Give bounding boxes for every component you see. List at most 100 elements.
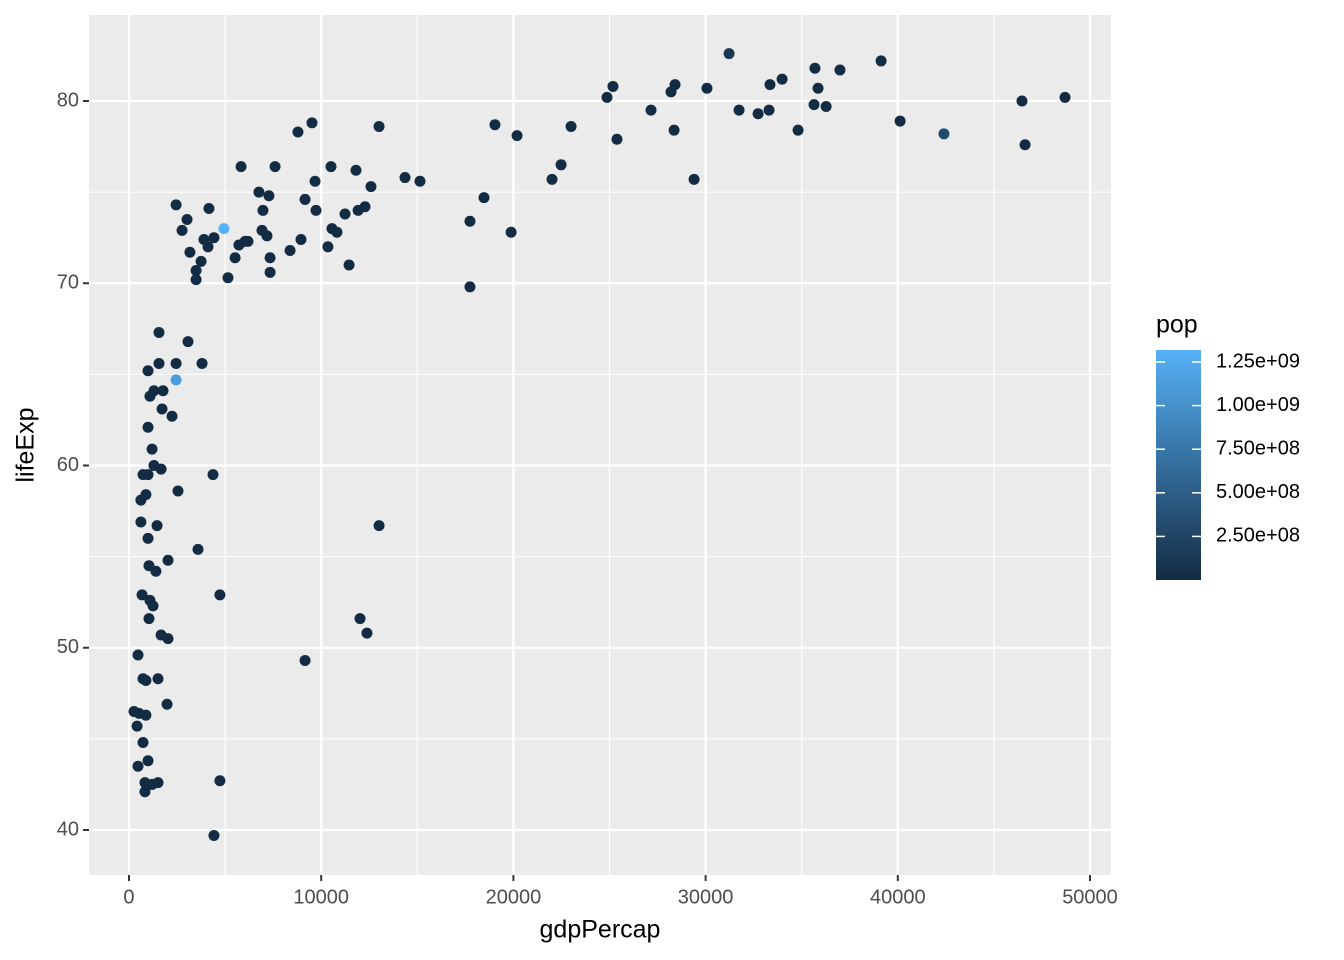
point [264,266,276,278]
y-tick-label: 80 [57,89,79,111]
point [834,64,846,76]
point [723,48,735,60]
y-tick-label: 40 [57,818,79,840]
point [295,234,307,246]
point [135,494,147,506]
point [208,829,220,841]
point [284,244,296,256]
point [137,737,149,749]
point [153,357,165,369]
point [812,82,824,94]
point [399,172,411,184]
point [184,246,196,258]
point [192,543,204,555]
point [764,79,776,91]
point [132,760,144,772]
point [162,554,174,566]
y-tick-label: 70 [57,272,79,294]
point [139,786,151,798]
point [162,633,174,645]
point [1016,95,1028,107]
point [511,130,523,142]
point [131,720,143,732]
point [136,589,148,601]
point [601,91,613,103]
point [242,235,254,247]
point [142,755,154,767]
plot-panel [89,15,1111,875]
point [257,204,269,216]
point [478,192,490,204]
colorbar-label: 2.50e+08 [1216,525,1300,547]
colorbar-label: 5.00e+08 [1216,481,1300,503]
point [208,232,220,244]
point [299,193,311,205]
point [820,100,832,112]
point [665,86,677,98]
point [792,124,804,136]
point [310,204,322,216]
point [151,520,163,532]
y-tick-label: 60 [57,454,79,476]
point [203,203,215,215]
point [938,128,950,140]
point [218,223,230,235]
point [607,80,619,92]
point [565,121,577,133]
x-tick-label: 20000 [486,886,542,908]
point [222,272,234,284]
point [354,613,366,625]
point [161,698,173,710]
point [214,775,226,787]
point [172,485,184,497]
point [253,186,265,198]
point [489,119,501,131]
point [464,215,476,227]
point [143,560,155,572]
point [546,173,558,185]
point [190,274,202,286]
point [156,403,168,415]
point [464,281,476,293]
point [1019,139,1031,151]
y-tick-label: 50 [57,636,79,658]
point [170,374,182,386]
point [292,126,304,138]
point [142,469,154,481]
point [1059,91,1071,103]
point [763,104,775,116]
point [365,181,377,193]
point [140,675,152,687]
grid [89,15,1111,875]
point [207,469,219,481]
point [142,532,154,544]
colorbar-label: 1.00e+09 [1216,394,1300,416]
point [157,385,169,397]
x-axis-label: gdpPercap [540,916,661,944]
point [808,99,820,111]
point [361,627,373,639]
x-tick-label: 30000 [678,886,734,908]
point [176,224,188,236]
point [261,230,273,242]
point [668,124,680,136]
point [645,104,657,116]
point [147,600,159,612]
point [195,255,207,267]
point [269,161,281,173]
point [132,649,144,661]
point [688,173,700,185]
point [153,326,165,338]
point [343,259,355,271]
x-tick-label: 40000 [870,886,926,908]
point [214,589,226,601]
point [505,226,517,238]
point [229,252,241,264]
point [875,55,887,67]
colorbar-label: 7.50e+08 [1216,437,1300,459]
point [142,365,154,377]
point [142,421,154,433]
colorbar [1156,350,1201,580]
